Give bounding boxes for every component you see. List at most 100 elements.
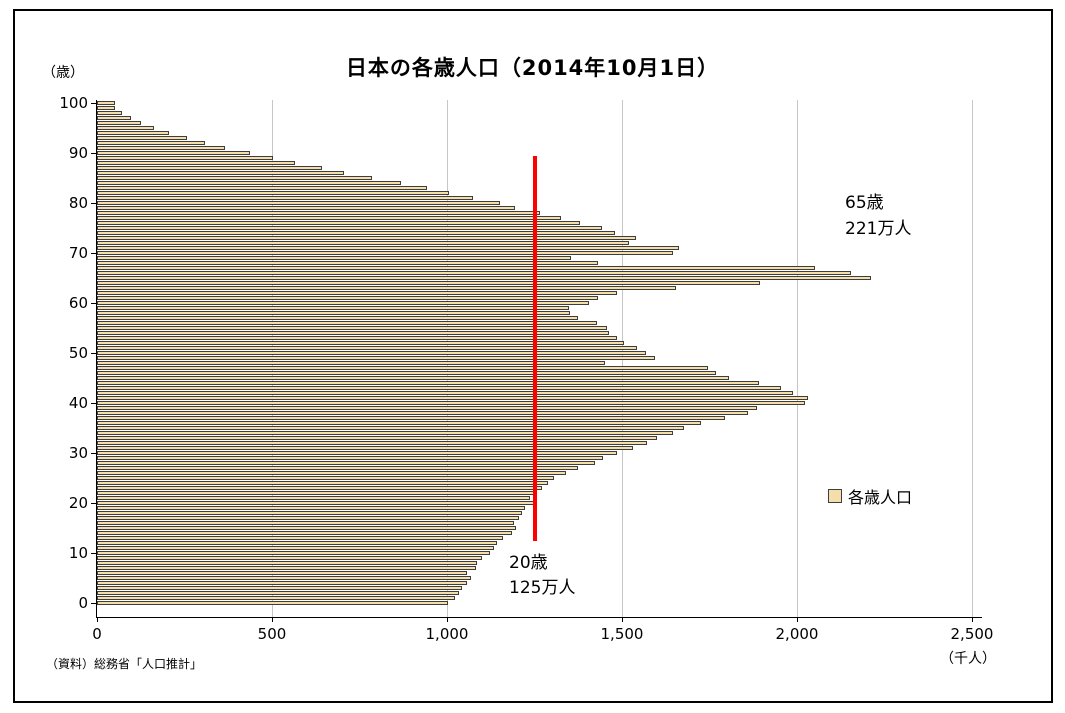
annotation-age20: 20歳 125万人 [509,551,575,601]
bar-age-8 [97,561,478,565]
bar-age-37 [97,416,726,420]
bar-age-6 [97,571,467,575]
bar-age-86 [97,171,345,175]
x-tick-2500 [972,617,973,622]
bar-age-15 [97,526,517,530]
bar-age-63 [97,286,677,290]
y-tick-70 [91,253,96,254]
bar-age-3 [97,586,463,590]
bar-age-68 [97,261,598,265]
x-tick-label-500: 500 [257,625,287,643]
y-tick-60 [91,303,96,304]
source-note: （資料）総務省「人口推計」 [46,657,203,671]
bar-age-88 [97,161,296,165]
bar-age-34 [97,431,674,435]
bar-age-72 [97,241,629,245]
bar-age-2 [97,591,459,595]
bar-age-7 [97,566,476,570]
bar-age-94 [97,131,170,135]
bar-age-57 [97,316,579,320]
bar-age-49 [97,356,656,360]
bar-age-47 [97,366,709,370]
bar-age-39 [97,406,757,410]
chart-border [13,9,1053,703]
y-axis-line [96,100,97,617]
bar-age-48 [97,361,605,365]
bar-age-20 [97,501,535,505]
bar-age-0 [97,601,449,605]
bar-age-58 [97,311,571,315]
y-tick-label-0: 0 [78,594,88,612]
bar-age-87 [97,166,322,170]
legend: 各歳人口 [828,484,912,508]
bar-age-26 [97,471,566,475]
bar-age-62 [97,291,617,295]
bar-age-17 [97,516,520,520]
gridline-x-2500 [972,100,973,617]
bar-age-24 [97,481,549,485]
legend-swatch-icon [828,489,842,503]
bar-age-54 [97,331,609,335]
bar-age-41 [97,396,808,400]
bar-age-23 [97,486,542,490]
annotation-age20-line2: 125万人 [509,578,576,598]
bar-age-28 [97,461,596,465]
y-tick-label-20: 20 [68,494,88,512]
bar-age-99 [97,106,116,110]
bar-age-42 [97,391,793,395]
y-tick-label-50: 50 [68,344,88,362]
bar-age-52 [97,341,625,345]
bar-age-83 [97,186,428,190]
x-tick-label-2000: 2,000 [775,625,819,643]
x-tick-500 [272,617,273,622]
bar-age-67 [97,266,815,270]
x-tick-1000 [447,617,448,622]
bar-age-69 [97,256,572,260]
annotation-age65-line1: 65歳 [845,193,884,213]
bar-age-96 [97,121,142,125]
bar-age-79 [97,206,515,210]
y-tick-label-100: 100 [59,94,88,112]
bar-age-95 [97,126,155,130]
x-tick-0 [97,617,98,622]
bar-age-59 [97,306,570,310]
y-tick-label-70: 70 [68,244,88,262]
y-tick-label-60: 60 [68,294,88,312]
bar-age-38 [97,411,748,415]
bar-age-1 [97,596,455,600]
bar-age-100 [97,101,115,105]
legend-label: 各歳人口 [848,488,913,507]
bar-age-13 [97,536,504,540]
reference-line-125 [532,156,537,541]
bar-age-78 [97,211,540,215]
y-axis-unit-label: （歳） [42,65,84,81]
bar-age-19 [97,506,526,510]
gridline-x-2000 [797,100,798,617]
bar-age-66 [97,271,852,275]
annotation-age20-line1: 20歳 [509,553,548,573]
bar-age-53 [97,336,618,340]
bar-age-91 [97,146,226,150]
bar-age-89 [97,156,273,160]
bar-age-76 [97,221,581,225]
bar-age-21 [97,496,530,500]
x-tick-label-2500: 2,500 [950,625,994,643]
bar-age-90 [97,151,250,155]
y-tick-80 [91,203,96,204]
bar-age-98 [97,111,123,115]
y-tick-label-10: 10 [68,544,88,562]
bar-age-35 [97,426,685,430]
bar-age-81 [97,196,474,200]
y-tick-50 [91,353,96,354]
bar-age-16 [97,521,515,525]
bar-age-12 [97,541,498,545]
bar-age-56 [97,321,597,325]
x-axis-line [96,617,982,618]
bar-age-29 [97,456,604,460]
bar-age-9 [97,556,482,560]
bar-age-92 [97,141,206,145]
bar-age-97 [97,116,131,120]
y-tick-40 [91,403,96,404]
y-tick-label-90: 90 [68,144,88,162]
